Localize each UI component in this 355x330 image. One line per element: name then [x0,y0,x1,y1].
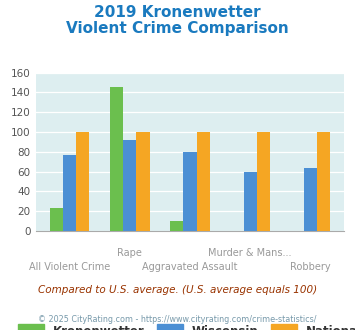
Bar [63,155,76,231]
Legend: Kronenwetter, Wisconsin, National: Kronenwetter, Wisconsin, National [13,319,355,330]
Bar [257,132,270,231]
Bar [76,132,89,231]
Text: Murder & Mans...: Murder & Mans... [208,248,292,258]
Bar [136,132,149,231]
Bar [123,140,136,231]
Text: Robbery: Robbery [290,262,331,272]
Text: 2019 Kronenwetter: 2019 Kronenwetter [94,5,261,20]
Text: Compared to U.S. average. (U.S. average equals 100): Compared to U.S. average. (U.S. average … [38,285,317,295]
Text: Aggravated Assault: Aggravated Assault [142,262,238,272]
Bar [110,87,123,231]
Bar [183,152,197,231]
Bar [317,132,330,231]
Text: All Violent Crime: All Violent Crime [29,262,110,272]
Bar [50,208,63,231]
Text: Violent Crime Comparison: Violent Crime Comparison [66,21,289,36]
Bar [197,132,210,231]
Text: Rape: Rape [117,248,142,258]
Bar [244,172,257,231]
Bar [304,168,317,231]
Text: © 2025 CityRating.com - https://www.cityrating.com/crime-statistics/: © 2025 CityRating.com - https://www.city… [38,315,317,324]
Bar [170,221,183,231]
